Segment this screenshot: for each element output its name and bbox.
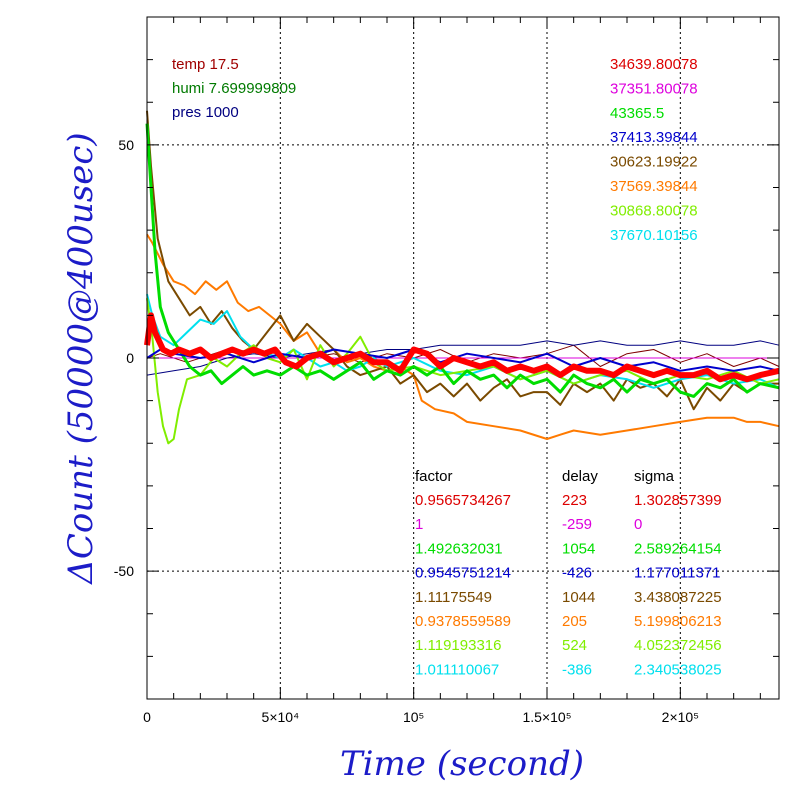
table-cell-delay: -386: [562, 661, 592, 678]
x-axis-label: Time (second): [340, 744, 584, 784]
table-cell-factor: 1: [415, 516, 423, 533]
table-cell-delay: -259: [562, 516, 592, 533]
table-cell-delay: 223: [562, 492, 587, 509]
table-cell-factor: 0.9545751214: [415, 565, 511, 582]
table-cell-sigma: 0: [634, 516, 642, 533]
table-header: delay: [562, 468, 598, 485]
table-cell-factor: 1.011110067: [415, 661, 499, 678]
table-cell-sigma: 2.589264154: [634, 540, 722, 557]
table-cell-sigma: 1.302857399: [634, 492, 722, 509]
tick-labels: 0 5×10⁴ 10⁵ 1.5×10⁵ 2×10⁵ 50 0 -50: [114, 137, 699, 725]
table-cell-delay: -426: [562, 565, 592, 582]
table-cell-factor: 1.11175549: [415, 589, 492, 606]
x-tick-label: 2×10⁵: [662, 709, 699, 725]
table-cell-sigma: 5.199806213: [634, 613, 722, 630]
table-cell-delay: 1044: [562, 589, 595, 606]
sum-value: 43365.5: [610, 105, 664, 122]
table-cell-sigma: 3.438087225: [634, 589, 722, 606]
sum-value: 30868.80078: [610, 202, 698, 219]
series-line-5: [146, 293, 780, 389]
table-header: sigma: [634, 468, 675, 485]
table-cell-factor: 0.9378559589: [415, 613, 511, 630]
env-text: pres 1000: [172, 104, 239, 121]
series-line-2: [146, 340, 780, 376]
series-layer: [144, 110, 780, 445]
series-line-9: [144, 312, 780, 383]
minor-ticks: [147, 16, 779, 700]
table-cell-sigma: 4.052372456: [634, 637, 722, 654]
table-header: factor: [415, 468, 453, 485]
table-cell-sigma: 2.340538025: [634, 661, 722, 678]
y-tick-label: -50: [114, 563, 134, 579]
table-cell-delay: 1054: [562, 540, 595, 557]
table-cell-delay: 205: [562, 613, 587, 630]
series-line-4: [146, 110, 779, 411]
sum-value: 30623.19922: [610, 154, 698, 171]
table-cell-sigma: 1.177011371: [634, 565, 720, 582]
x-tick-label: 0: [143, 709, 151, 725]
sum-value: 37670.10156: [610, 227, 698, 244]
x-tick-label: 1.5×10⁵: [522, 709, 571, 725]
x-tick-label: 10⁵: [403, 709, 424, 725]
sum-value: 34639.80078: [610, 56, 698, 73]
y-tick-label: 50: [118, 137, 134, 153]
env-text: temp 17.5: [172, 56, 239, 73]
table-cell-delay: 524: [562, 637, 587, 654]
x-tick-label: 5×10⁴: [262, 709, 300, 725]
annotations: temp 17.5 humi 7.699999809 pres 1000 34639.…: [172, 56, 722, 678]
series-line-7: [145, 123, 780, 398]
y-axis-label: ΔCount (50000@400usec): [61, 132, 101, 585]
table-cell-factor: 0.9565734267: [415, 492, 511, 509]
sum-value: 37413.39844: [610, 129, 698, 146]
table-cell-factor: 1.119193316: [415, 637, 501, 654]
env-text: humi 7.699999809: [172, 80, 296, 97]
y-tick-label: 0: [126, 350, 134, 366]
sum-value: 37351.80078: [610, 80, 698, 97]
table-cell-factor: 1.492632031: [415, 540, 503, 557]
sum-value: 37569.39844: [610, 178, 698, 195]
